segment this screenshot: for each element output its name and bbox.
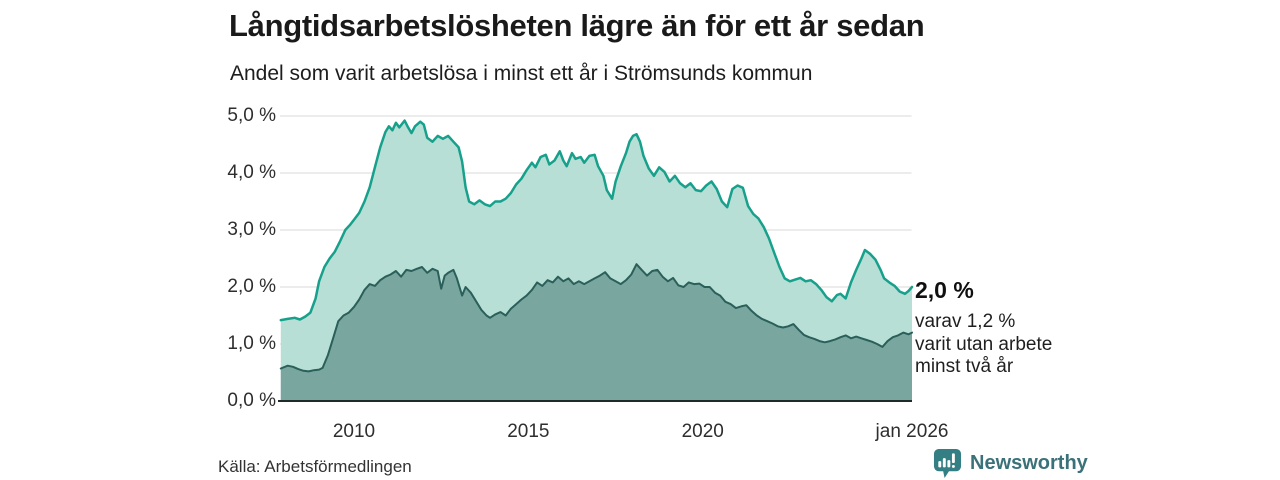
annotation-line-1: varav 1,2 % xyxy=(915,311,1016,332)
chart-subtitle: Andel som varit arbetslösa i minst ett å… xyxy=(230,62,813,85)
end-annotation-detail: varav 1,2 % varit utan arbete minst två … xyxy=(915,311,1052,379)
x-tick-label: 2010 xyxy=(332,421,376,442)
line-unemployed-two-years xyxy=(279,263,913,373)
chart-title: Långtidsarbetslösheten lägre än för ett … xyxy=(229,8,925,43)
brand-name: Newsworthy xyxy=(970,452,1088,474)
x-tick-label: jan 2026 xyxy=(875,421,949,442)
y-tick-label: 3,0 % xyxy=(227,219,276,240)
line-unemployed-one-year xyxy=(279,119,914,322)
newsworthy-logo-icon xyxy=(933,449,962,478)
x-tick-label: 2015 xyxy=(507,421,550,442)
y-tick-label: 0,0 % xyxy=(227,390,276,411)
x-tick-label: 2020 xyxy=(681,421,724,442)
end-value-label: 2,0 % xyxy=(915,277,974,303)
end-annotation: 2,0 % varav 1,2 % varit utan arbete mins… xyxy=(915,277,1052,379)
annotation-line-2: varit utan arbete xyxy=(915,333,1053,355)
annotation-line-3: minst två år xyxy=(915,356,1014,377)
area-unemployed-two-years xyxy=(280,264,912,401)
brand-lockup: Newsworthy xyxy=(933,448,1088,479)
y-tick-label: 2,0 % xyxy=(227,276,276,297)
source-credit: Källa: Arbetsförmedlingen xyxy=(218,457,412,476)
y-tick-label: 1,0 % xyxy=(227,333,276,354)
y-tick-label: 5,0 % xyxy=(227,105,276,126)
y-tick-label: 4,0 % xyxy=(227,162,276,183)
logo-bars xyxy=(938,453,955,468)
